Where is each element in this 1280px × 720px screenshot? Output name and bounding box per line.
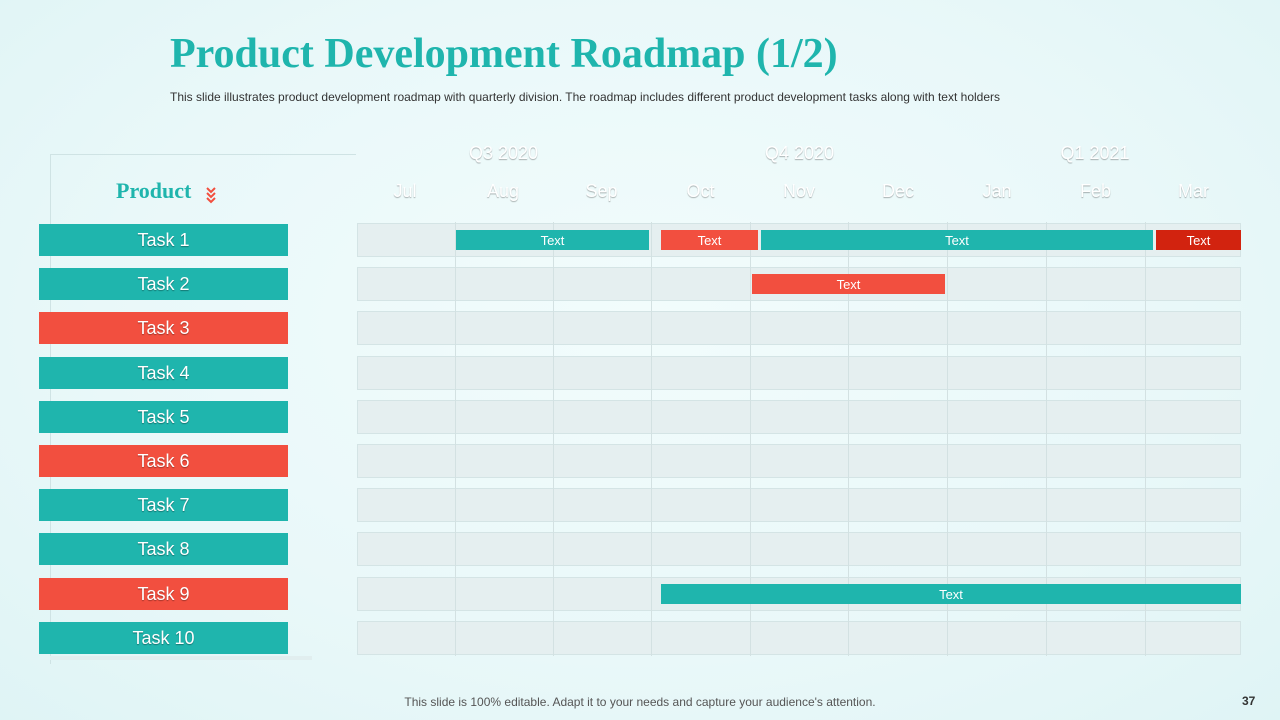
column-divider (553, 222, 554, 656)
task-label-8: Task 8 (39, 533, 288, 565)
double-chevron-down-icon (206, 187, 216, 204)
month-header-mar: Mar (1178, 181, 1209, 201)
slide-title: Product Development Roadmap (1/2) (170, 31, 838, 77)
frame-top-line (50, 154, 356, 155)
task-label-2: Task 2 (39, 268, 288, 300)
product-label: Product (116, 178, 192, 203)
column-divider (750, 222, 751, 656)
column-divider (651, 222, 652, 656)
footer-note: This slide is 100% editable. Adapt it to… (404, 695, 876, 709)
month-header-aug: Aug (486, 181, 520, 201)
month-header-dec: Dec (881, 181, 914, 201)
month-header-oct: Oct (686, 181, 715, 201)
task-label-7: Task 7 (39, 489, 288, 521)
timeline-bar-task1-oct: Text (661, 230, 758, 250)
task-label-3: Task 3 (39, 312, 288, 344)
month-header-jul: Jul (393, 181, 417, 201)
frame-bottom-line (50, 656, 312, 660)
column-divider (455, 222, 456, 656)
slide-subtitle: This slide illustrates product developme… (170, 90, 1000, 104)
timeline-bar-task2-nov-dec: Text (752, 274, 945, 294)
task-label-10: Task 10 (39, 622, 288, 654)
timeline-row (357, 488, 1241, 522)
quarter-header-q4-2020: Q4 2020 (764, 143, 835, 163)
quarter-header-q3-2020: Q3 2020 (468, 143, 539, 163)
column-divider (947, 222, 948, 656)
timeline-row (357, 400, 1241, 434)
timeline-bar-task9-oct-mar: Text (661, 584, 1241, 604)
timeline-row (357, 532, 1241, 566)
timeline-row (357, 311, 1241, 345)
page-number: 37 (1242, 694, 1256, 708)
task-label-1: Task 1 (39, 224, 288, 256)
timeline-bar-task1-mar: Text (1156, 230, 1241, 250)
task-label-4: Task 4 (39, 357, 288, 389)
timeline-row (357, 356, 1241, 390)
column-divider (1145, 222, 1146, 656)
timeline-bar-task1-nov-feb: Text (761, 230, 1153, 250)
timeline-bar-task1-aug-sep: Text (456, 230, 649, 250)
timeline-row (357, 444, 1241, 478)
month-header-jan: Jan (982, 181, 1012, 201)
task-label-9: Task 9 (39, 578, 288, 610)
task-label-5: Task 5 (39, 401, 288, 433)
month-header-feb: Feb (1079, 181, 1112, 201)
timeline-row (357, 621, 1241, 655)
column-divider (848, 222, 849, 656)
column-divider (1046, 222, 1047, 656)
month-header-sep: Sep (585, 181, 618, 201)
task-label-6: Task 6 (39, 445, 288, 477)
quarter-header-q1-2021: Q1 2021 (1060, 143, 1130, 163)
month-header-nov: Nov (782, 181, 815, 201)
